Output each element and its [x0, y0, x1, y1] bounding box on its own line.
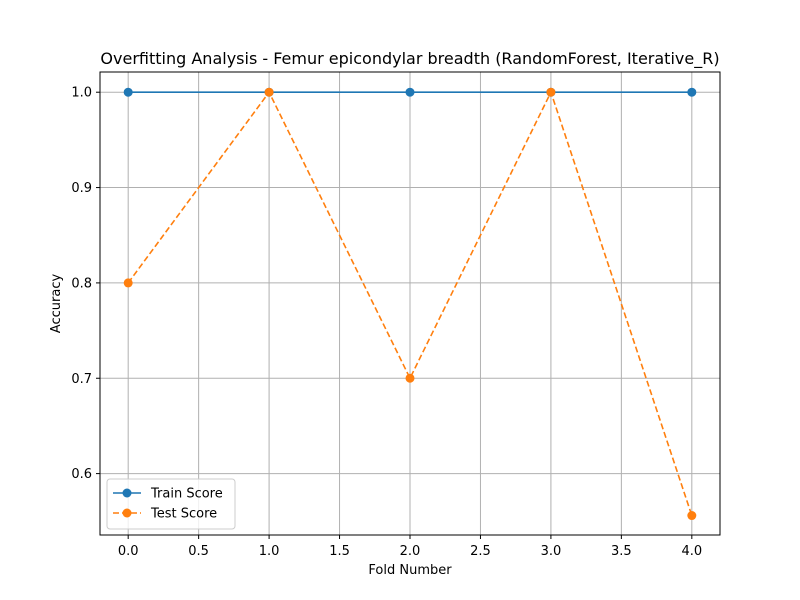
series-test-score	[123, 87, 697, 521]
y-tick: 1.0	[71, 86, 100, 101]
y-tick: 0.6	[71, 467, 100, 482]
x-axis-label: Fold Number	[368, 563, 452, 578]
y-tick-label: 0.6	[71, 467, 92, 482]
data-point-test-score	[264, 87, 274, 97]
legend-entries: Train Score Test Score	[113, 487, 223, 522]
x-tick: 2.5	[470, 535, 491, 559]
y-tick-label: 1.0	[71, 86, 92, 101]
y-axis-label: Accuracy	[49, 274, 64, 334]
x-tick: 0.5	[188, 535, 209, 559]
legend-label-train-score: Train Score	[150, 487, 223, 502]
legend-label-test-score: Test Score	[150, 507, 217, 522]
x-tick-label: 2.5	[470, 544, 491, 559]
x-tick-label: 2.0	[400, 544, 421, 559]
legend: Train Score Test Score	[106, 478, 236, 530]
y-tick-label: 0.7	[71, 372, 92, 387]
data-point-test-score	[546, 87, 556, 97]
x-tick: 3.0	[541, 535, 562, 559]
chart-title: Overfitting Analysis - Femur epicondylar…	[100, 49, 719, 69]
series-line-test-score	[127, 90, 693, 516]
data-point-test-score	[123, 278, 133, 288]
legend-box	[106, 478, 236, 530]
legend-marker-train-score	[122, 488, 132, 498]
x-tick-label: 0.0	[118, 544, 139, 559]
x-axis-ticks: 0.0 0.5 1.0 1.5 2.0 2.5 3.0 3.5 4.0	[118, 535, 702, 559]
x-tick-label: 0.5	[188, 544, 209, 559]
x-tick-label: 3.5	[611, 544, 632, 559]
x-tick-label: 3.0	[541, 544, 562, 559]
data-point-train-score	[405, 87, 415, 97]
y-axis-ticks: 0.6 0.7 0.8 0.9 1.0	[71, 86, 100, 482]
legend-item-test-score: Test Score	[113, 507, 217, 522]
y-tick: 0.8	[71, 276, 100, 291]
data-point-train-score	[123, 87, 133, 97]
data-point-train-score	[687, 87, 697, 97]
series-layer	[123, 87, 697, 521]
y-tick-label: 0.8	[71, 276, 92, 291]
data-point-test-score	[687, 511, 697, 521]
x-tick-label: 1.0	[259, 544, 280, 559]
x-tick: 0.0	[118, 535, 139, 559]
plot-area: 0.0 0.5 1.0 1.5 2.0 2.5 3.0 3.5 4.0 0.6 0.7 0.8 0.9…	[71, 71, 721, 559]
data-point-test-score	[405, 373, 415, 383]
x-tick: 2.0	[400, 535, 421, 559]
x-tick-label: 1.5	[329, 544, 350, 559]
legend-item-train-score: Train Score	[113, 487, 223, 502]
x-tick-label: 4.0	[681, 544, 702, 559]
x-tick: 1.0	[259, 535, 280, 559]
x-tick: 3.5	[611, 535, 632, 559]
y-tick-label: 0.9	[71, 181, 92, 196]
x-tick: 1.5	[329, 535, 350, 559]
x-tick: 4.0	[681, 535, 702, 559]
y-tick: 0.9	[71, 181, 100, 196]
y-tick: 0.7	[71, 372, 100, 387]
legend-marker-test-score	[122, 508, 132, 518]
